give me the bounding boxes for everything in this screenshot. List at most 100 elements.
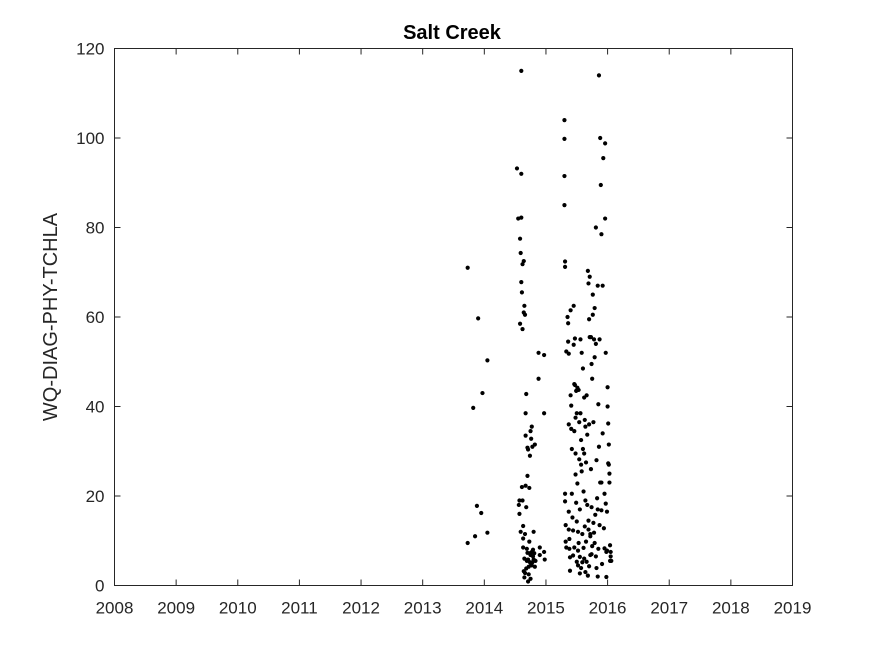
data-point	[523, 411, 528, 416]
data-point	[598, 135, 603, 141]
data-point	[572, 429, 577, 434]
data-point	[567, 568, 573, 573]
data-point	[573, 472, 578, 477]
data-point	[471, 405, 476, 410]
data-point	[532, 442, 537, 447]
data-point	[517, 511, 522, 516]
data-point	[595, 496, 600, 501]
data-point	[590, 376, 595, 381]
data-point	[573, 415, 578, 420]
data-point	[578, 337, 583, 342]
data-point	[601, 156, 606, 161]
data-point	[591, 337, 597, 342]
x-tick-label: 2008	[96, 599, 134, 618]
data-point	[578, 565, 584, 571]
data-point	[579, 350, 584, 355]
data-point	[582, 524, 587, 529]
data-point	[562, 173, 567, 179]
data-point	[530, 547, 536, 552]
data-point	[522, 303, 527, 308]
data-point	[573, 451, 578, 456]
data-point	[587, 274, 592, 279]
data-point	[589, 552, 594, 557]
data-point	[593, 225, 598, 230]
data-point	[597, 522, 602, 528]
data-point	[587, 317, 592, 322]
data-point	[582, 451, 587, 456]
data-point	[529, 424, 534, 429]
data-point	[566, 422, 571, 427]
x-tick-label: 2012	[342, 599, 380, 618]
data-point	[598, 182, 603, 188]
data-point	[521, 258, 526, 264]
data-point	[594, 565, 599, 571]
data-point	[521, 536, 526, 541]
data-point	[565, 314, 570, 320]
data-point	[599, 480, 604, 485]
data-point	[596, 546, 601, 551]
data-point	[595, 574, 600, 579]
data-point	[591, 520, 596, 525]
data-point	[575, 529, 581, 534]
data-point	[542, 549, 547, 555]
data-point	[599, 232, 604, 237]
data-point	[603, 350, 608, 355]
data-point	[606, 462, 611, 467]
data-point	[524, 505, 529, 510]
data-point	[607, 543, 613, 548]
data-point	[574, 500, 579, 505]
data-point	[580, 446, 586, 452]
data-point	[578, 437, 584, 443]
data-point	[542, 411, 547, 416]
data-point	[602, 491, 607, 496]
data-point	[566, 321, 571, 326]
data-point	[586, 518, 591, 523]
data-point	[572, 382, 578, 388]
data-point	[570, 515, 575, 520]
data-point	[574, 519, 579, 524]
data-point	[580, 531, 585, 537]
data-point	[587, 422, 592, 427]
data-point	[592, 355, 597, 360]
data-point	[566, 351, 571, 356]
data-point	[603, 501, 608, 506]
data-point	[584, 393, 589, 398]
data-point	[566, 339, 571, 344]
data-point	[585, 268, 590, 274]
data-point	[599, 508, 604, 513]
data-point	[586, 527, 591, 532]
data-point	[582, 556, 587, 561]
data-point	[569, 446, 574, 452]
data-point	[591, 530, 597, 535]
y-tick-label: 20	[86, 487, 105, 506]
data-point	[517, 236, 523, 241]
y-tick-label: 120	[76, 40, 104, 59]
data-point	[542, 557, 547, 562]
data-point	[581, 545, 586, 551]
data-point	[523, 433, 528, 438]
data-point	[583, 460, 589, 465]
y-tick-label: 40	[86, 398, 105, 417]
y-tick-label: 100	[76, 129, 104, 148]
data-point	[607, 471, 612, 476]
data-point	[562, 264, 568, 269]
data-point	[562, 259, 568, 264]
data-point	[562, 491, 568, 496]
data-point	[578, 462, 584, 467]
data-point	[577, 571, 582, 576]
data-point	[522, 556, 527, 561]
data-point	[580, 560, 585, 565]
data-point	[542, 352, 547, 358]
x-tick-label: 2016	[589, 599, 627, 618]
data-point	[584, 559, 589, 564]
data-point	[592, 540, 597, 546]
data-point	[588, 531, 593, 537]
data-point	[520, 326, 525, 332]
data-point	[567, 555, 573, 560]
data-point	[567, 536, 572, 542]
data-point	[516, 502, 521, 508]
data-point	[527, 539, 532, 544]
data-point	[476, 316, 481, 321]
y-tick-label: 80	[86, 219, 105, 238]
